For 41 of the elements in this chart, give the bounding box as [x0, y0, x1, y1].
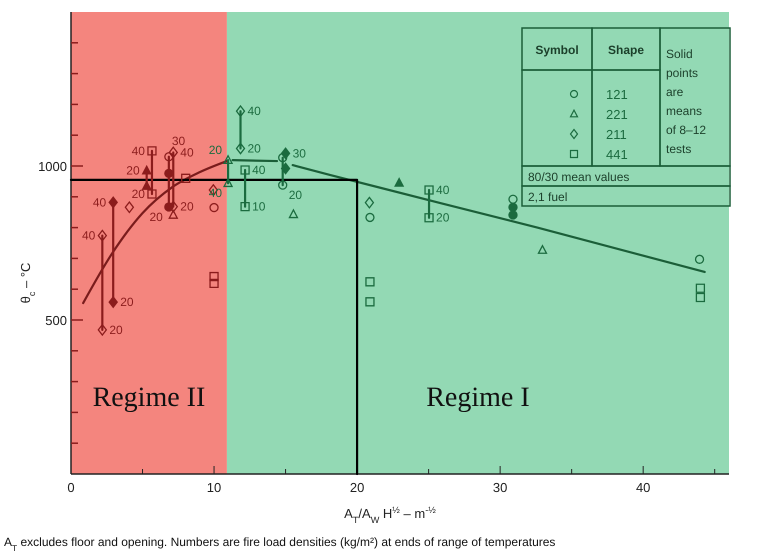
annotation: 40: [92, 195, 107, 210]
annotation: 20: [126, 164, 140, 178]
annotation: Shape: [608, 43, 644, 57]
annotation: 40: [248, 104, 262, 118]
annotation: 80/30 mean values: [528, 170, 630, 184]
x-tick-label: 40: [636, 480, 650, 495]
annotation: 30: [172, 134, 186, 148]
annotation: Solid points are means of 8–12 tests: [666, 47, 706, 156]
annotation: 20: [180, 200, 194, 214]
annotation: 10: [252, 200, 266, 214]
annotation: 40: [252, 163, 266, 178]
annotation: 20: [248, 141, 262, 156]
annotation: 40: [436, 183, 450, 198]
annotation: 20: [120, 295, 134, 310]
annotation: 20: [436, 210, 450, 225]
annotation: 20: [132, 187, 146, 202]
annotation: 40: [180, 145, 194, 160]
annotation: 20: [208, 143, 222, 158]
annotation: 30: [292, 146, 306, 160]
x-axis-title: A$_{T}$/A$_{W}$ H$^{½}$ – m$^{-½}$: [344, 505, 436, 525]
annotation: 20: [109, 322, 123, 337]
x-tick-label: 30: [492, 480, 508, 495]
y-tick-label: 500: [45, 313, 67, 328]
y-tick-label: 1000: [38, 159, 67, 174]
text: A$_{T}$ excludes floor and opening. Numbers are fire load densities (kg/m²) at ends of range of temperatures: [4, 535, 556, 553]
x-tick-label: 10: [206, 480, 222, 495]
x-tick-label: 20: [350, 480, 364, 495]
annotation: 40: [82, 228, 96, 243]
annotation: 20: [149, 210, 164, 224]
legend-label: 121: [606, 87, 628, 102]
annotation: 40: [208, 186, 222, 200]
legend-label: 441: [606, 147, 628, 162]
annotation: 2,1 fuel: [528, 190, 568, 204]
band-label: Regime II: [92, 382, 206, 414]
band-label: Regime I: [426, 382, 530, 414]
annotation: 20: [288, 188, 302, 202]
legend-label: 221: [606, 107, 628, 122]
x-tick-label: 0: [67, 480, 75, 495]
legend-title: Symbol: [535, 43, 579, 57]
legend-label: 211: [606, 127, 627, 142]
annotation: 40: [132, 144, 146, 158]
